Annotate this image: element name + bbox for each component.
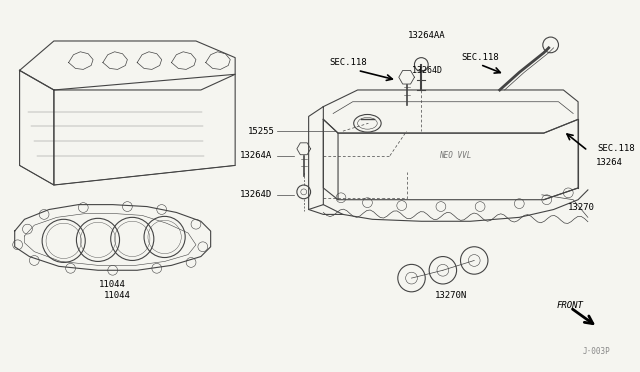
Text: 13264A: 13264A xyxy=(240,151,273,160)
Text: 11044: 11044 xyxy=(99,280,126,289)
Text: J·003P: J·003P xyxy=(583,347,611,356)
Text: 13264: 13264 xyxy=(596,158,623,167)
Text: 13264D: 13264D xyxy=(240,190,273,199)
Text: 13270N: 13270N xyxy=(435,291,467,300)
Text: 15255: 15255 xyxy=(248,126,275,136)
Text: SEC.118: SEC.118 xyxy=(329,58,367,67)
Text: 13264D: 13264D xyxy=(412,66,442,75)
Text: NEO VVL: NEO VVL xyxy=(440,151,472,160)
Text: SEC.118: SEC.118 xyxy=(461,53,499,62)
Text: SEC.118: SEC.118 xyxy=(598,144,636,153)
Text: 13264AA: 13264AA xyxy=(408,31,445,39)
Text: 13270: 13270 xyxy=(568,203,595,212)
Text: 11044: 11044 xyxy=(104,291,131,300)
Text: FRONT: FRONT xyxy=(557,301,584,310)
